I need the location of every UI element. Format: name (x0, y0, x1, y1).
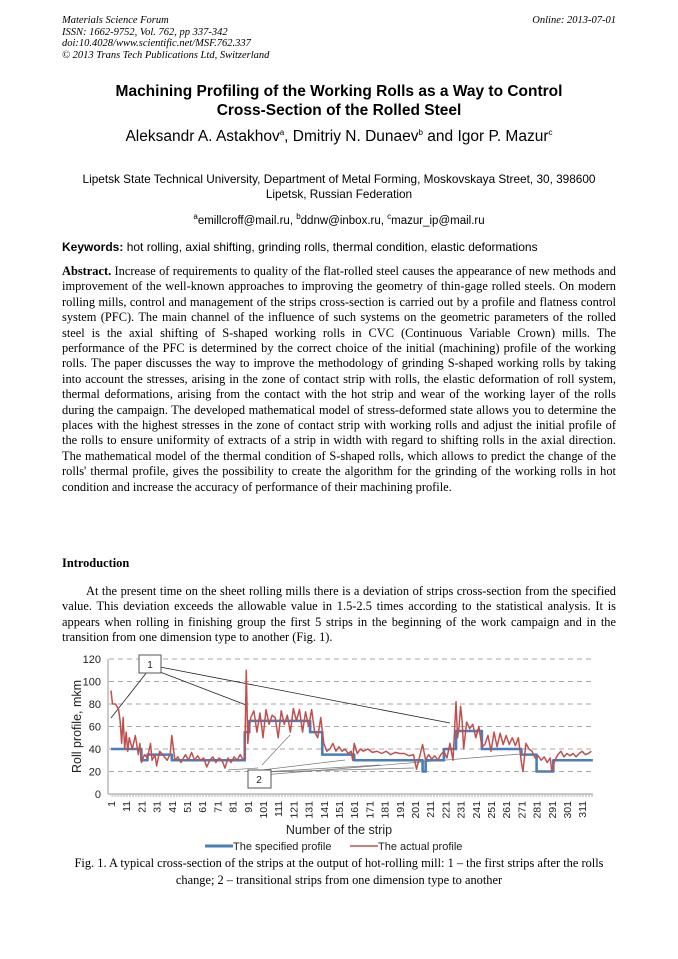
y-tick-label: 80 (89, 699, 101, 711)
x-tick-label: 231 (456, 801, 468, 819)
x-tick-label: 11 (121, 801, 133, 812)
x-tick-label: 21 (136, 801, 148, 813)
y-tick-label: 100 (83, 677, 101, 689)
x-tick-label: 191 (395, 801, 407, 819)
callout-line-2 (261, 764, 381, 773)
x-tick-label: 171 (364, 801, 376, 819)
email-sup: c (387, 212, 392, 221)
x-tick-label: 241 (471, 801, 483, 819)
journal-name: Materials Science Forum (62, 15, 169, 26)
x-tick-label: 141 (319, 801, 331, 819)
authors: Aleksandr A. Astakhova, Dmitriy N. Dunae… (60, 128, 618, 146)
x-tick-label: 61 (197, 801, 209, 813)
x-tick-label: 71 (212, 801, 224, 813)
author-sup: c (548, 128, 553, 137)
y-tick-label: 20 (89, 767, 101, 779)
annotation-box-2 (247, 769, 272, 789)
y-tick-label: 0 (95, 789, 101, 801)
email-sup: b (296, 212, 301, 221)
affiliation-line-2: Lipetsk, Russian Federation (265, 186, 413, 201)
x-tick-label: 281 (532, 801, 544, 819)
journal-header: Materials Science Forum ISSN: 1662-9752,… (62, 15, 269, 61)
callout-line-2 (227, 767, 259, 771)
author: Dmitriy N. Dunaev (292, 128, 419, 146)
title-line-2: Cross-Section of the Rolled Steel (216, 102, 462, 119)
x-tick-label: 31 (152, 801, 164, 813)
keywords-label: Keywords: (62, 240, 124, 254)
email[interactable]: emillcroff@mail.ru (197, 214, 290, 227)
y-tick-label: 60 (89, 722, 101, 734)
x-tick-label: 301 (562, 801, 574, 819)
email[interactable]: mazur_ip@mail.ru (391, 214, 485, 227)
series-actual-profile (110, 669, 592, 773)
affiliation: Lipetsk State Technical University, Depa… (60, 172, 618, 201)
series-specified-profile (111, 719, 593, 773)
x-tick-label: 91 (243, 801, 255, 813)
callout-line-2 (261, 759, 346, 771)
figure-caption: Fig. 1. A typical cross-section of the s… (74, 856, 604, 887)
x-tick-label: 51 (182, 801, 194, 813)
x-tick-label: 181 (380, 801, 392, 819)
email-sup: a (193, 212, 198, 221)
keywords-text: hot rolling, axial shifting, grinding ro… (123, 240, 538, 254)
doi: doi:10.4028/www.scientific.net/MSF.762.3… (62, 38, 251, 49)
x-tick-label: 211 (425, 801, 437, 818)
x-tick-label: 251 (486, 801, 498, 819)
y-tick-label: 40 (89, 744, 101, 756)
title-line-1: Machining Profiling of the Working Rolls… (115, 83, 563, 100)
x-tick-label: 201 (410, 801, 422, 819)
keywords: Keywords: hot rolling, axial shifting, g… (62, 240, 618, 254)
x-tick-label: 1 (106, 801, 118, 807)
sep: , (284, 128, 293, 146)
callout-line-1 (159, 671, 247, 706)
x-tick-label: 311 (577, 801, 589, 818)
author: Aleksandr A. Astakhov (125, 128, 280, 146)
x-tick-label: 41 (167, 801, 179, 813)
online-date: Online: 2013-07-01 (532, 15, 616, 26)
paper-title: Machining Profiling of the Working Rolls… (60, 82, 618, 120)
affiliation-line-1: Lipetsk State Technical University, Depa… (82, 172, 596, 186)
issn: ISSN: 1662-9752, Vol. 762, pp 337-342 (62, 26, 228, 38)
callout-line-2 (261, 753, 521, 776)
x-tick-label: 101 (258, 801, 270, 819)
author-sup: a (279, 128, 285, 137)
annotation-box-1 (138, 654, 162, 674)
x-tick-label: 221 (440, 801, 452, 819)
callout-line-1 (159, 666, 451, 724)
x-tick-label: 131 (304, 801, 316, 819)
callout-line-1 (110, 671, 148, 719)
emails: aemillcroff@mail.ru, bddnw@inbox.ru, cma… (193, 212, 485, 227)
author-sup: b (418, 128, 423, 137)
section-heading-introduction: Introduction (62, 556, 130, 570)
legend-label-specified: The specified profile (233, 841, 331, 853)
email[interactable]: ddnw@inbox.ru (300, 214, 381, 227)
annotation-label-1: 1 (147, 660, 153, 671)
abstract-label: Abstract. (62, 264, 112, 278)
x-tick-label: 121 (288, 801, 300, 819)
callout-line-2 (261, 734, 291, 766)
intro-paragraph: At the present time on the sheet rolling… (62, 584, 616, 645)
abstract-text: Increase of requirements to quality of t… (62, 264, 616, 494)
annotation-label-2: 2 (256, 775, 262, 786)
x-tick-label: 271 (516, 801, 528, 819)
x-axis-title: Number of the strip (286, 823, 392, 837)
x-tick-label: 261 (501, 801, 513, 819)
y-axis-title: Roll profile, mkm (70, 680, 84, 773)
legend-label-actual: The actual profile (378, 841, 462, 853)
author: Igor P. Mazur (457, 128, 549, 146)
callout-line-2 (261, 767, 415, 773)
x-tick-label: 111 (273, 801, 285, 817)
x-tick-label: 151 (334, 801, 346, 819)
copyright: © 2013 Trans Tech Publications Ltd, Swit… (62, 49, 270, 61)
x-tick-label: 291 (547, 801, 559, 819)
abstract: Abstract. Increase of requirements to qu… (62, 264, 616, 495)
x-tick-label: 161 (349, 801, 361, 819)
sep: and (422, 128, 458, 146)
y-tick-label: 120 (83, 654, 101, 666)
x-tick-label: 81 (228, 801, 240, 813)
